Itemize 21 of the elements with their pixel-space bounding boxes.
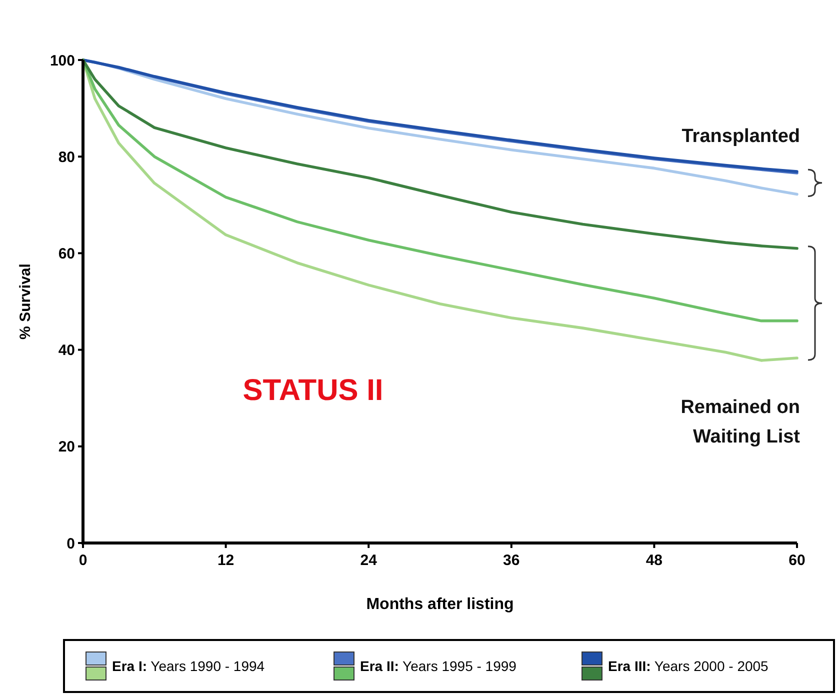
x-tick-label: 48 [646,552,663,569]
annotation: Remained on Waiting List [680,397,801,448]
annotation: STATUS II [242,374,384,407]
y-tick-label: 80 [58,148,75,166]
y-axis-title: % Survival [17,264,34,340]
x-tick-label: 36 [503,552,520,569]
annotation: Transplanted [682,126,800,147]
x-tick-label: 0 [78,552,88,569]
legend-label: Era III: Years 2000 - 2005 [608,658,769,674]
y-tick-label: 0 [66,535,75,552]
y-tick-label: 100 [50,52,75,70]
x-tick-label: 12 [217,552,234,569]
x-axis-title: Months after listing [366,596,514,613]
legend-label: Era I: Years 1990 - 1994 [112,658,265,674]
y-tick-label: 60 [58,245,75,262]
y-tick-label: 20 [58,438,75,456]
x-tick-label: 60 [788,552,806,569]
line-series [82,58,798,250]
y-tick-label: 40 [58,342,75,360]
x-tick-label: 24 [360,552,378,569]
legend-label: Era II: Years 1995 - 1999 [360,658,517,674]
